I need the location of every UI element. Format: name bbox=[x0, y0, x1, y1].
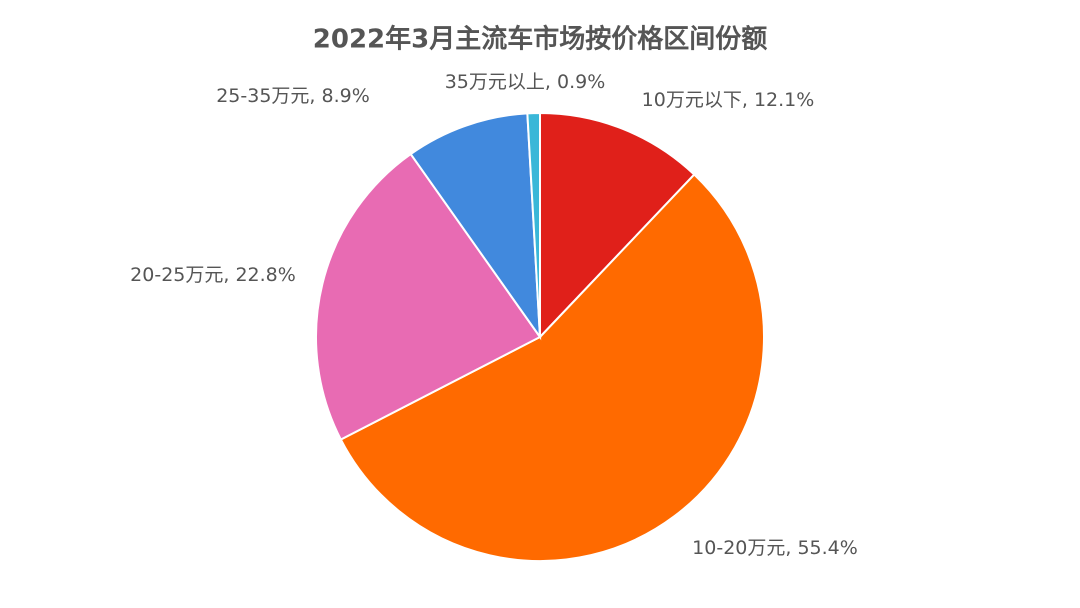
label-category: 10万元以下 bbox=[642, 89, 742, 111]
label-value: 12.1% bbox=[754, 89, 814, 111]
label-value: 55.4% bbox=[797, 537, 857, 559]
pie-slice bbox=[526, 111, 541, 338]
chart-title: 2022年3月主流车市场按价格区间份额 bbox=[313, 24, 767, 55]
label-separator: , bbox=[223, 264, 235, 286]
label-category: 25-35万元 bbox=[216, 85, 309, 107]
label-category: 35万元以上 bbox=[445, 71, 545, 93]
data-label: 25-35万元, 8.9% bbox=[216, 85, 370, 107]
label-separator: , bbox=[545, 71, 557, 93]
label-category: 20-25万元 bbox=[130, 264, 223, 286]
label-value: 22.8% bbox=[235, 264, 295, 286]
label-separator: , bbox=[309, 85, 321, 107]
label-separator: , bbox=[785, 537, 797, 559]
pie-slice bbox=[339, 173, 765, 562]
label-separator: , bbox=[742, 89, 754, 111]
data-label: 10万元以下, 12.1% bbox=[642, 89, 815, 111]
pie-slice bbox=[409, 112, 542, 341]
label-value: 8.9% bbox=[322, 85, 370, 107]
data-label: 10-20万元, 55.4% bbox=[692, 537, 858, 559]
label-value: 0.9% bbox=[557, 71, 605, 93]
pie-slice bbox=[315, 152, 542, 441]
data-label: 20-25万元, 22.8% bbox=[130, 264, 296, 286]
label-category: 10-20万元 bbox=[692, 537, 785, 559]
pie-slice bbox=[539, 111, 696, 340]
data-label: 35万元以上, 0.9% bbox=[445, 71, 606, 93]
